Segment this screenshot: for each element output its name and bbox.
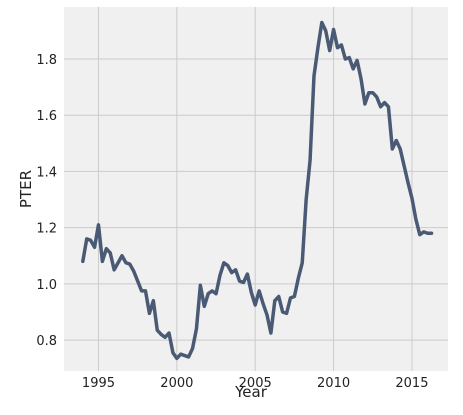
y-tick-label: 1.4 — [36, 165, 57, 180]
x-tick-labels: 1995 2000 2005 2010 2015 — [82, 376, 429, 391]
x-tick-label: 2015 — [395, 376, 428, 391]
x-tick-label: 2005 — [239, 376, 272, 391]
y-tick-label: 1.8 — [36, 53, 57, 68]
y-tick-label: 0.8 — [36, 334, 57, 349]
y-tick-labels: 0.8 1.0 1.2 1.4 1.6 1.8 — [36, 53, 57, 349]
x-axis-label: Year — [234, 383, 268, 401]
y-tick-label: 1.0 — [36, 278, 57, 293]
grid-lines — [64, 7, 448, 371]
x-tick-label: 1995 — [82, 376, 115, 391]
x-tick-label: 2010 — [317, 376, 350, 391]
y-tick-label: 1.6 — [36, 109, 57, 124]
x-tick-label: 2000 — [160, 376, 193, 391]
y-tick-label: 1.2 — [36, 222, 57, 237]
series-layer — [81, 20, 434, 361]
series-line — [81, 20, 434, 361]
plot-area — [64, 7, 448, 371]
y-axis-label: PTER — [17, 170, 35, 208]
